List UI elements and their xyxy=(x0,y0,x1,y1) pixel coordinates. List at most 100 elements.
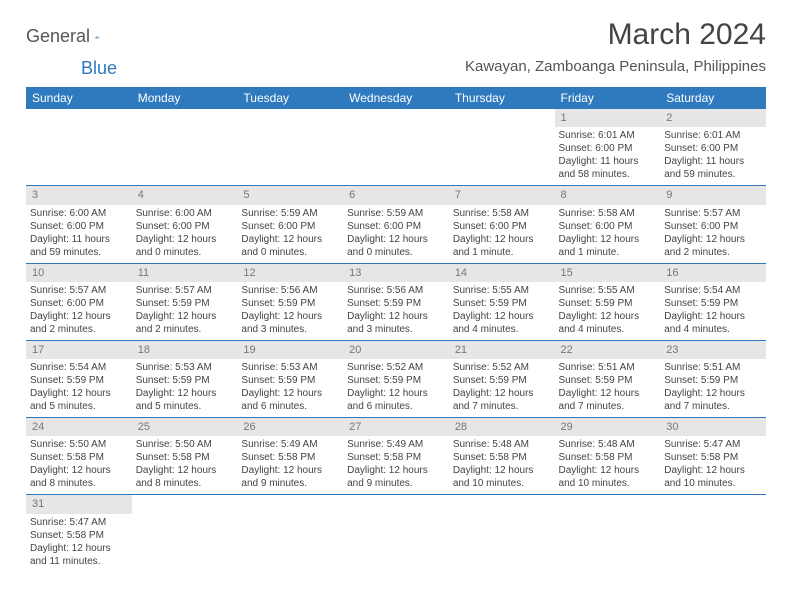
day-number: 27 xyxy=(343,418,449,436)
day-info: Sunrise: 5:51 AMSunset: 5:59 PMDaylight:… xyxy=(664,361,762,413)
location-subtitle: Kawayan, Zamboanga Peninsula, Philippine… xyxy=(465,58,766,75)
calendar-day-cell: 29Sunrise: 5:48 AMSunset: 5:58 PMDayligh… xyxy=(555,418,661,495)
month-title: March 2024 xyxy=(465,18,766,52)
day-info: Sunrise: 6:01 AMSunset: 6:00 PMDaylight:… xyxy=(664,129,762,181)
day-number: 12 xyxy=(237,264,343,282)
day-header: Wednesday xyxy=(343,87,449,109)
day-header: Thursday xyxy=(449,87,555,109)
calendar-empty-cell xyxy=(132,109,238,186)
day-info: Sunrise: 5:59 AMSunset: 6:00 PMDaylight:… xyxy=(347,207,445,259)
calendar-day-cell: 20Sunrise: 5:52 AMSunset: 5:59 PMDayligh… xyxy=(343,340,449,417)
calendar-day-cell: 15Sunrise: 5:55 AMSunset: 5:59 PMDayligh… xyxy=(555,263,661,340)
calendar-day-cell: 1 Sunrise: 6:01 AMSunset: 6:00 PMDaylight… xyxy=(555,109,661,186)
calendar-day-cell: 10 Sunrise: 5:57 AMSunset: 6:00 PMDayligh… xyxy=(26,263,132,340)
day-number: 17 xyxy=(26,341,132,359)
calendar-day-cell: 14 Sunrise: 5:55 AMSunset: 5:59 PMDayligh… xyxy=(449,263,555,340)
day-info: Sunrise: 5:55 AMSunset: 5:59 PMDaylight:… xyxy=(559,284,657,336)
day-info: Sunrise: 5:56 AMSunset: 5:59 PMDaylight:… xyxy=(241,284,339,336)
day-number: 1 xyxy=(555,109,661,127)
calendar-week-row: 1Sunrise: 6:01 AMSunset: 6:00 PMDaylight… xyxy=(26,109,766,186)
calendar-week-row: 10 Sunrise: 5:57 AMSunset: 6:00 PMDayligh… xyxy=(26,263,766,340)
day-number: 18 xyxy=(132,341,238,359)
calendar-week-row: 17Sunrise: 5:54 AMSunset: 5:59 PMDayligh… xyxy=(26,340,766,417)
day-header: Saturday xyxy=(660,87,766,109)
calendar-day-cell: 5Sunrise: 5:59 AMSunset: 6:00 PMDaylight… xyxy=(237,186,343,263)
day-number: 19 xyxy=(237,341,343,359)
calendar-empty-cell xyxy=(343,109,449,186)
day-header-row: SundayMondayTuesdayWednesdayThursdayFrid… xyxy=(26,87,766,109)
day-info: Sunrise: 5:55 AMSunset: 5:59 PMDaylight:… xyxy=(453,284,551,336)
day-info: Sunrise: 5:50 AMSunset: 5:58 PMDaylight:… xyxy=(30,438,128,490)
calendar-day-cell: 21 Sunrise: 5:52 AMSunset: 5:59 PMDayligh… xyxy=(449,340,555,417)
calendar-day-cell: 28 Sunrise: 5:48 AMSunset: 5:58 PMDayligh… xyxy=(449,418,555,495)
day-info: Sunrise: 5:53 AMSunset: 5:59 PMDaylight:… xyxy=(241,361,339,413)
day-number: 23 xyxy=(660,341,766,359)
day-info: Sunrise: 5:50 AMSunset: 5:58 PMDaylight:… xyxy=(136,438,234,490)
calendar-week-row: 3 Sunrise: 6:00 AMSunset: 6:00 PMDaylight… xyxy=(26,186,766,263)
day-info: Sunrise: 5:57 AMSunset: 5:59 PMDaylight:… xyxy=(136,284,234,336)
day-info: Sunrise: 5:48 AMSunset: 5:58 PMDaylight:… xyxy=(559,438,657,490)
calendar-day-cell: 7Sunrise: 5:58 AMSunset: 6:00 PMDaylight… xyxy=(449,186,555,263)
day-number: 11 xyxy=(132,264,238,282)
day-info: Sunrise: 5:47 AMSunset: 5:58 PMDaylight:… xyxy=(30,516,128,568)
day-number: 31 xyxy=(26,495,132,513)
title-block: March 2024 Kawayan, Zamboanga Peninsula,… xyxy=(465,18,766,75)
day-info: Sunrise: 5:57 AMSunset: 6:00 PMDaylight:… xyxy=(664,207,762,259)
day-number: 20 xyxy=(343,341,449,359)
calendar-day-cell: 3 Sunrise: 6:00 AMSunset: 6:00 PMDaylight… xyxy=(26,186,132,263)
calendar-day-cell: 4Sunrise: 6:00 AMSunset: 6:00 PMDaylight… xyxy=(132,186,238,263)
day-number: 4 xyxy=(132,186,238,204)
calendar-day-cell: 23 Sunrise: 5:51 AMSunset: 5:59 PMDayligh… xyxy=(660,340,766,417)
logo-text-blue: Blue xyxy=(81,58,117,78)
calendar-day-cell: 30Sunrise: 5:47 AMSunset: 5:58 PMDayligh… xyxy=(660,418,766,495)
calendar-day-cell: 13Sunrise: 5:56 AMSunset: 5:59 PMDayligh… xyxy=(343,263,449,340)
day-info: Sunrise: 5:54 AMSunset: 5:59 PMDaylight:… xyxy=(664,284,762,336)
calendar-empty-cell xyxy=(449,109,555,186)
day-info: Sunrise: 5:57 AMSunset: 6:00 PMDaylight:… xyxy=(30,284,128,336)
calendar-empty-cell xyxy=(343,495,449,572)
day-number: 25 xyxy=(132,418,238,436)
day-header: Monday xyxy=(132,87,238,109)
calendar-empty-cell xyxy=(26,109,132,186)
calendar-day-cell: 2 Sunrise: 6:01 AMSunset: 6:00 PMDaylight… xyxy=(660,109,766,186)
day-info: Sunrise: 5:49 AMSunset: 5:58 PMDaylight:… xyxy=(241,438,339,490)
calendar-day-cell: 6 Sunrise: 5:59 AMSunset: 6:00 PMDaylight… xyxy=(343,186,449,263)
day-info: Sunrise: 6:00 AMSunset: 6:00 PMDaylight:… xyxy=(30,207,128,259)
calendar-day-cell: 8Sunrise: 5:58 AMSunset: 6:00 PMDaylight… xyxy=(555,186,661,263)
logo-sail-icon xyxy=(95,30,99,44)
day-number: 2 xyxy=(660,109,766,127)
calendar-table: SundayMondayTuesdayWednesdayThursdayFrid… xyxy=(26,87,766,572)
day-info: Sunrise: 5:52 AMSunset: 5:59 PMDaylight:… xyxy=(453,361,551,413)
calendar-empty-cell xyxy=(449,495,555,572)
day-number: 14 xyxy=(449,264,555,282)
day-info: Sunrise: 5:58 AMSunset: 6:00 PMDaylight:… xyxy=(559,207,657,259)
calendar-day-cell: 11 Sunrise: 5:57 AMSunset: 5:59 PMDayligh… xyxy=(132,263,238,340)
day-info: Sunrise: 5:56 AMSunset: 5:59 PMDaylight:… xyxy=(347,284,445,336)
day-number: 26 xyxy=(237,418,343,436)
day-number: 28 xyxy=(449,418,555,436)
day-info: Sunrise: 5:53 AMSunset: 5:59 PMDaylight:… xyxy=(136,361,234,413)
day-header: Tuesday xyxy=(237,87,343,109)
calendar-empty-cell xyxy=(555,495,661,572)
day-number: 3 xyxy=(26,186,132,204)
calendar-empty-cell xyxy=(660,495,766,572)
day-number: 6 xyxy=(343,186,449,204)
calendar-day-cell: 25 Sunrise: 5:50 AMSunset: 5:58 PMDayligh… xyxy=(132,418,238,495)
day-number: 21 xyxy=(449,341,555,359)
logo-text-general: General xyxy=(26,26,90,47)
calendar-empty-cell xyxy=(237,495,343,572)
calendar-day-cell: 22Sunrise: 5:51 AMSunset: 5:59 PMDayligh… xyxy=(555,340,661,417)
logo: General xyxy=(26,26,117,47)
day-info: Sunrise: 5:58 AMSunset: 6:00 PMDaylight:… xyxy=(453,207,551,259)
calendar-empty-cell xyxy=(132,495,238,572)
calendar-empty-cell xyxy=(237,109,343,186)
day-info: Sunrise: 5:48 AMSunset: 5:58 PMDaylight:… xyxy=(453,438,551,490)
day-number: 10 xyxy=(26,264,132,282)
calendar-day-cell: 9Sunrise: 5:57 AMSunset: 6:00 PMDaylight… xyxy=(660,186,766,263)
day-number: 16 xyxy=(660,264,766,282)
day-header: Friday xyxy=(555,87,661,109)
calendar-week-row: 31 Sunrise: 5:47 AMSunset: 5:58 PMDayligh… xyxy=(26,495,766,572)
calendar-day-cell: 12 Sunrise: 5:56 AMSunset: 5:59 PMDayligh… xyxy=(237,263,343,340)
calendar-day-cell: 19 Sunrise: 5:53 AMSunset: 5:59 PMDayligh… xyxy=(237,340,343,417)
day-info: Sunrise: 6:01 AMSunset: 6:00 PMDaylight:… xyxy=(559,129,657,181)
